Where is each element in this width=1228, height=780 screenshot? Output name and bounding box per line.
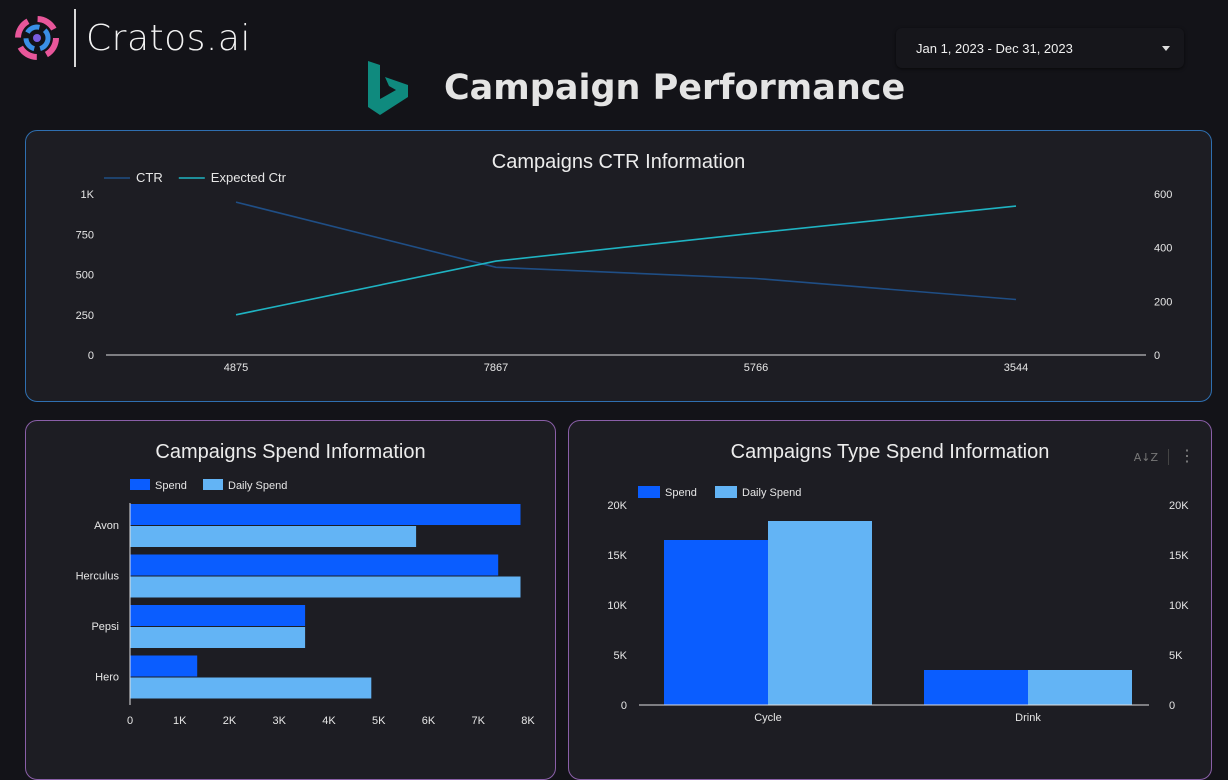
- ctr-x-tick: 4875: [224, 362, 248, 374]
- spend-legend-label: Spend: [155, 480, 187, 492]
- type-legend-label: Spend: [665, 487, 697, 499]
- type-spend-bar: [664, 540, 768, 705]
- type-spend-bar: [924, 670, 1028, 705]
- ctr-y-left-tick: 0: [88, 350, 94, 362]
- ctr-y-left-tick: 250: [76, 310, 94, 322]
- date-range-picker[interactable]: Jan 1, 2023 - Dec 31, 2023: [896, 28, 1184, 68]
- spend-bar-chart: Avon Herculus Pepsi Hero 0 1K 2K 3K 4K 5K 6K 7K 8K Sp…: [76, 479, 535, 727]
- spend-x-tick: 6K: [422, 715, 436, 727]
- spend-x-tick: 2K: [223, 715, 237, 727]
- spend-category-label: Pepsi: [91, 621, 119, 633]
- spend-bar: [130, 605, 306, 626]
- ctr-series-line-0: [235, 201, 1017, 301]
- ctr-y-right-tick: 600: [1154, 189, 1172, 201]
- logo-divider: [74, 9, 76, 67]
- ctr-x-tick: 5766: [744, 362, 768, 374]
- type-y-left-tick: 15K: [607, 550, 627, 562]
- type-legend-swatch: [715, 486, 737, 498]
- spend-bar: [130, 554, 499, 576]
- type-y-right-tick: 15K: [1169, 550, 1189, 562]
- spend-bar: [130, 677, 372, 699]
- spend-legend-swatch: [130, 479, 150, 490]
- type-spend-chart-card: Campaigns Type Spend Information A↓Z ⋮ C…: [568, 420, 1212, 780]
- more-vert-icon[interactable]: ⋮: [1179, 448, 1195, 465]
- type-x-tick: Drink: [1015, 712, 1041, 724]
- bing-icon: [368, 61, 408, 115]
- spend-bar: [130, 627, 306, 648]
- type-x-tick: Cycle: [754, 712, 782, 724]
- chart-toolbar: A↓Z ⋮: [1134, 449, 1195, 465]
- ctr-x-tick: 7867: [484, 362, 508, 374]
- brand-logo: Cratos.ai: [10, 8, 251, 68]
- type-y-left-tick: 0: [621, 700, 627, 712]
- spend-bar: [130, 655, 198, 677]
- spend-category-label: Hero: [95, 672, 119, 684]
- cratos-logo-icon: [15, 16, 59, 60]
- ctr-y-left-tick: 500: [76, 270, 94, 282]
- spend-x-tick: 0: [127, 715, 133, 727]
- ctr-legend-label: CTR: [136, 170, 163, 185]
- ctr-y-right-tick: 0: [1154, 350, 1160, 362]
- ctr-y-left-tick: 1K: [81, 189, 95, 201]
- type-spend-chart-title: Campaigns Type Spend Information: [730, 441, 1050, 463]
- type-legend-label: Daily Spend: [742, 487, 801, 499]
- type-y-right-tick: 20K: [1169, 500, 1189, 512]
- toolbar-divider: [1168, 449, 1169, 465]
- type-legend-swatch: [638, 486, 660, 498]
- ctr-chart-title: Campaigns CTR Information: [491, 151, 746, 173]
- date-range-value: Jan 1, 2023 - Dec 31, 2023: [916, 40, 1073, 56]
- type-y-left-tick: 5K: [614, 650, 628, 662]
- spend-category-label: Herculus: [76, 571, 120, 583]
- ctr-series-line-1: [235, 205, 1017, 316]
- brand-name: Cratos.ai: [86, 17, 251, 59]
- spend-bar: [130, 504, 521, 525]
- spend-x-tick: 4K: [322, 715, 336, 727]
- ctr-y-right-tick: 400: [1154, 243, 1172, 255]
- type-y-right-tick: 5K: [1169, 650, 1183, 662]
- type-y-left-tick: 20K: [607, 500, 627, 512]
- ctr-y-left-tick: 750: [76, 229, 94, 241]
- page-header: Campaign Performance: [360, 56, 905, 120]
- spend-bar: [130, 576, 521, 598]
- sort-az-icon[interactable]: A↓Z: [1133, 450, 1158, 464]
- spend-x-tick: 1K: [173, 715, 187, 727]
- chevron-down-icon: [1162, 45, 1170, 51]
- type-spend-bar: [1028, 670, 1132, 705]
- ctr-x-tick: 3544: [1004, 362, 1028, 374]
- page-title: Campaign Performance: [444, 68, 906, 108]
- spend-x-tick: 7K: [472, 715, 486, 727]
- ctr-chart-card: Campaigns CTR Information 0 250 500 750 1K 0 2…: [25, 130, 1212, 402]
- ctr-line-chart: 0 250 500 750 1K 0 200 400 600 4875 7867 5766 3544 CT…: [76, 170, 1173, 374]
- type-spend-bar-chart: Cycle Drink 0 5K 10K 15K 20K 0 5K 10K 15K 20K Spend D…: [607, 486, 1189, 724]
- type-y-left-tick: 10K: [607, 600, 627, 612]
- spend-x-tick: 3K: [273, 715, 287, 727]
- type-y-right-tick: 10K: [1169, 600, 1189, 612]
- spend-x-tick: 8K: [521, 715, 535, 727]
- ctr-y-right-tick: 200: [1154, 296, 1172, 308]
- type-spend-bar: [768, 521, 872, 705]
- ctr-legend-label: Expected Ctr: [211, 170, 287, 185]
- spend-category-label: Avon: [94, 520, 119, 532]
- spend-legend-swatch: [203, 479, 223, 490]
- spend-chart-card: Campaigns Spend Information Avon Herculus…: [25, 420, 556, 780]
- type-y-right-tick: 0: [1169, 700, 1175, 712]
- spend-chart-title: Campaigns Spend Information: [155, 441, 426, 463]
- spend-bar: [130, 526, 417, 547]
- spend-x-tick: 5K: [372, 715, 386, 727]
- spend-legend-label: Daily Spend: [228, 480, 287, 492]
